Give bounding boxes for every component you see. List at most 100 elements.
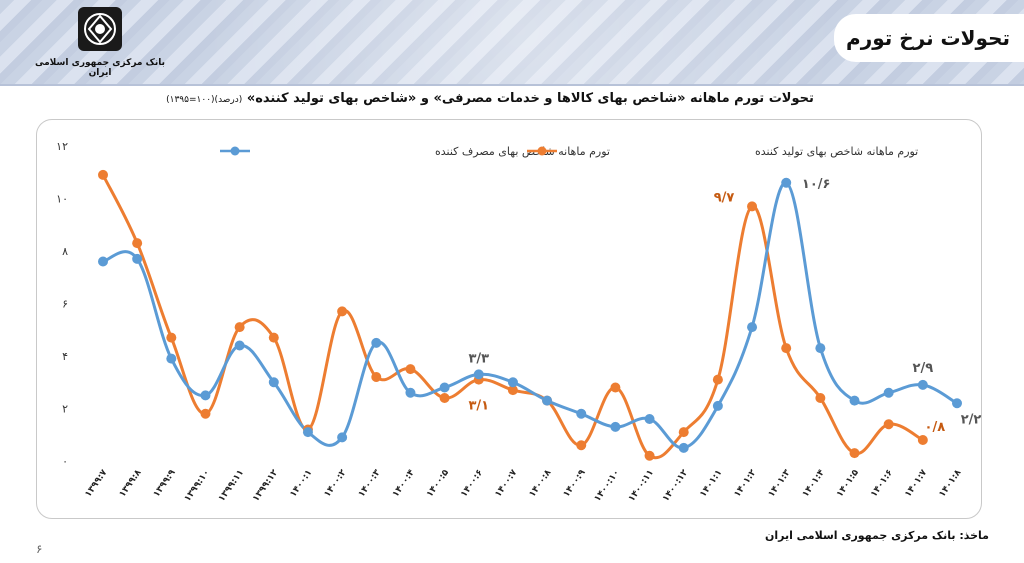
x-tick-label: ۱۴۰۰:۳ bbox=[357, 468, 383, 500]
cpi-data-point bbox=[439, 382, 450, 393]
cpi-data-point bbox=[337, 432, 348, 443]
ppi-data-point bbox=[883, 419, 894, 430]
chart-heading-main: تحولات تورم ماهانه «شاخص بهای کالاها و خ… bbox=[246, 91, 814, 106]
x-tick-label: ۱۴۰۱:۳ bbox=[767, 468, 793, 500]
ppi-data-point bbox=[166, 332, 177, 343]
cpi-data-point bbox=[542, 395, 553, 406]
ppi-data-point bbox=[268, 332, 279, 343]
ppi-data-point bbox=[917, 435, 928, 445]
cpi-data-point bbox=[507, 377, 518, 388]
cpi-data-point bbox=[302, 427, 313, 438]
cpi-data-point bbox=[371, 337, 382, 348]
x-tick-label: ۱۴۰۱:۵ bbox=[835, 468, 861, 500]
data-label: ۲/۲ bbox=[961, 412, 982, 427]
y-tick-label: ۱۰ bbox=[56, 193, 68, 206]
y-tick-label: ۱۲ bbox=[56, 140, 68, 153]
data-label: ۰/۸ bbox=[925, 420, 946, 435]
bank-name: بانک مرکزی جمهوری اسلامی ایران bbox=[35, 58, 165, 78]
x-tick-label: ۱۴۰۱:۴ bbox=[801, 468, 827, 500]
x-tick-label: ۱۴۰۰:۲ bbox=[323, 468, 349, 500]
cpi-data-point bbox=[747, 322, 758, 333]
cpi-data-point bbox=[815, 343, 826, 354]
cpi-data-point bbox=[473, 369, 484, 380]
x-tick-label: ۱۳۹۹:۱۲ bbox=[251, 468, 280, 504]
x-tick-label: ۱۳۹۹:۹ bbox=[152, 468, 178, 500]
x-tick-label: ۱۴۰۰:۵ bbox=[425, 468, 451, 500]
ppi-data-point bbox=[747, 201, 758, 212]
cpi-data-point bbox=[98, 256, 108, 267]
chart-heading-note: (درصد)(۱۰۰=۱۳۹۵) bbox=[166, 95, 243, 105]
cpi-data-point bbox=[405, 387, 416, 398]
x-tick-label: ۱۴۰۰:۸ bbox=[528, 468, 554, 500]
ppi-data-point bbox=[576, 440, 587, 451]
cpi-data-point bbox=[576, 408, 587, 419]
y-tick-label: ۸ bbox=[62, 245, 68, 258]
cpi-data-point bbox=[917, 379, 928, 390]
slide-title: تحولات نرخ تورم bbox=[846, 26, 1010, 50]
x-tick-label: ۱۴۰۰:۱۲ bbox=[661, 468, 690, 504]
ppi-data-point bbox=[507, 385, 518, 396]
ppi-series-line bbox=[101, 174, 924, 460]
legend-cpi-label: تورم ماهانه شاخص بهای مصرف کننده bbox=[435, 145, 610, 158]
x-tick-label: ۱۴۰۱:۶ bbox=[869, 468, 895, 499]
data-annotations: ۳/۳ ۳/۱ ۹/۷ ۱۰/۶ ۲/۹ ۲/۲ ۰/۸ bbox=[468, 177, 981, 435]
ppi-data-point bbox=[781, 343, 792, 354]
chart-legend: تورم ماهانه شاخص بهای مصرف کننده تورم ما… bbox=[220, 145, 918, 158]
cpi-data-point bbox=[132, 253, 143, 264]
page-number: ۶ bbox=[36, 542, 43, 556]
y-axis-ticks: ۰ ۲ ۴ ۶ ۸ ۱۰ ۱۲ bbox=[56, 140, 68, 468]
data-label: ۳/۳ bbox=[468, 351, 489, 366]
cpi-data-point bbox=[166, 353, 177, 364]
x-tick-label: ۱۴۰۱:۲ bbox=[732, 468, 758, 500]
ppi-data-point bbox=[815, 393, 826, 403]
cpi-data-point bbox=[268, 377, 279, 388]
x-tick-label: ۱۳۹۹:۷ bbox=[83, 468, 109, 500]
cpi-series-line bbox=[102, 181, 958, 450]
ppi-data-point bbox=[337, 306, 348, 317]
cpi-data-point bbox=[644, 414, 655, 424]
y-tick-label: ۶ bbox=[62, 298, 68, 311]
chart-heading: تحولات تورم ماهانه «شاخص بهای کالاها و خ… bbox=[150, 91, 830, 106]
x-tick-label: ۱۴۰۰:۱ bbox=[288, 468, 314, 499]
cpi-data-point bbox=[234, 340, 245, 351]
x-tick-label: ۱۳۹۹:۸ bbox=[118, 468, 144, 500]
x-tick-label: ۱۴۰۰:۱۱ bbox=[627, 468, 656, 504]
x-tick-label: ۱۴۰۰:۷ bbox=[493, 468, 519, 500]
ppi-data-point bbox=[849, 448, 860, 459]
ppi-data-point bbox=[132, 238, 143, 249]
cpi-data-point bbox=[883, 387, 894, 398]
cpi-data-point bbox=[781, 177, 792, 188]
ppi-data-point bbox=[644, 450, 655, 461]
data-label: ۹/۷ bbox=[714, 190, 735, 205]
x-tick-label: ۱۴۰۰:۴ bbox=[391, 468, 417, 500]
ppi-data-point bbox=[200, 408, 211, 419]
x-tick-label: ۱۴۰۰:۱۰ bbox=[593, 468, 622, 504]
x-tick-label: ۱۳۹۹:۱۰ bbox=[183, 468, 212, 504]
data-label: ۲/۹ bbox=[913, 361, 934, 376]
cpi-data-point bbox=[849, 395, 860, 406]
chart-frame bbox=[36, 119, 982, 519]
x-tick-label: ۱۴۰۰:۶ bbox=[459, 468, 485, 499]
x-tick-label: ۱۴۰۰:۹ bbox=[562, 468, 588, 500]
data-label: ۳/۱ bbox=[468, 399, 489, 414]
x-tick-label: ۱۴۰۱:۸ bbox=[937, 468, 963, 500]
cpi-data-point bbox=[610, 421, 621, 432]
ppi-data-point bbox=[678, 427, 689, 438]
slide-title-box: تحولات نرخ تورم bbox=[834, 14, 1024, 62]
cpi-data-point bbox=[712, 400, 723, 411]
bank-logo-block: بانک مرکزی جمهوری اسلامی ایران bbox=[30, 6, 170, 78]
chart-lines bbox=[98, 169, 962, 461]
y-tick-label: ۰ bbox=[62, 455, 68, 468]
cpi-data-point bbox=[200, 390, 211, 401]
ppi-data-point bbox=[405, 364, 416, 375]
ppi-data-point bbox=[610, 382, 621, 393]
ppi-data-point bbox=[234, 322, 245, 333]
legend-cpi-marker bbox=[230, 146, 240, 156]
ppi-data-point bbox=[439, 393, 450, 403]
x-tick-label: ۱۴۰۱:۷ bbox=[903, 468, 929, 500]
legend-ppi-marker bbox=[537, 146, 547, 156]
x-tick-label: ۱۳۹۹:۱۱ bbox=[217, 468, 246, 504]
ppi-data-point bbox=[371, 372, 382, 382]
source-note: ماخذ: بانک مرکزی جمهوری اسلامی ایران bbox=[764, 529, 989, 542]
